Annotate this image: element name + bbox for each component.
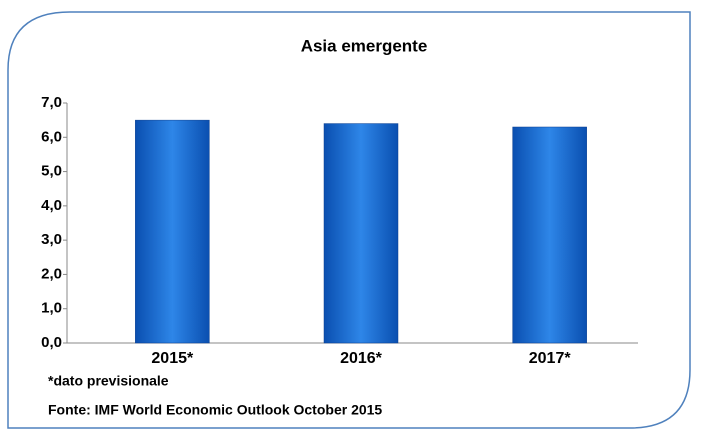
chart-title: Asia emergente xyxy=(301,36,428,55)
x-tick-label: 2015* xyxy=(151,350,194,367)
bar xyxy=(135,119,210,344)
footnote: *dato previsionale xyxy=(48,373,169,389)
y-tick-label: 6,0 xyxy=(41,128,62,145)
y-tick-label: 3,0 xyxy=(41,231,62,248)
y-tick-label: 1,0 xyxy=(41,300,62,317)
x-tick-label: 2017* xyxy=(529,350,572,367)
y-tick-label: 0,0 xyxy=(41,334,62,351)
bar xyxy=(512,126,587,344)
source: Fonte: IMF World Economic Outlook Octobe… xyxy=(48,402,382,418)
y-tick-label: 4,0 xyxy=(41,197,62,214)
y-tick-label: 5,0 xyxy=(41,163,62,180)
x-tick-label: 2016* xyxy=(340,350,383,367)
y-tick-label: 2,0 xyxy=(41,265,62,282)
bar xyxy=(323,123,399,344)
y-tick-label: 7,0 xyxy=(41,94,62,111)
